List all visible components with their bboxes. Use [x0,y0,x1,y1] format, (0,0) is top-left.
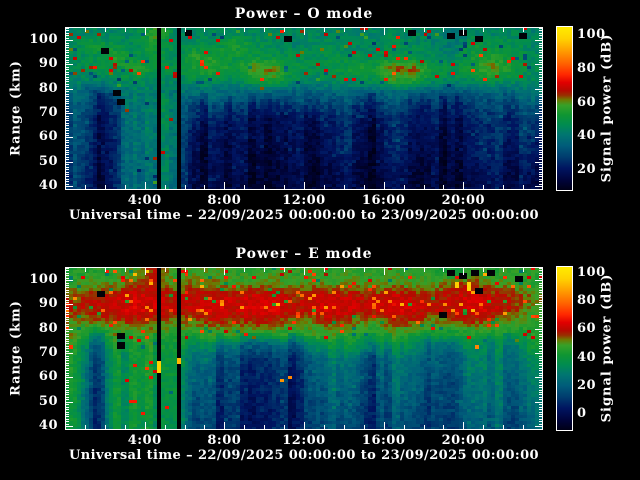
y-tick-label: 80 [38,320,58,336]
y-tick-label: 100 [29,272,58,288]
y-tick-label: 80 [38,80,58,96]
x-tick-label: 20:00 [441,433,486,448]
x-tick-label: 8:00 [207,193,242,208]
x-tick-label: 12:00 [282,433,326,448]
colorbar-tick-label: 100 [577,264,606,280]
colorbar-tick-label: 0 [577,406,587,422]
x-tick-label: 4:00 [127,193,162,208]
y-tick-label: 70 [38,105,58,121]
y-tick-label: 50 [38,153,58,169]
y-tick-label: 60 [38,129,58,145]
colorbar-tick-label: 80 [577,293,597,309]
x-tick-label: 8:00 [207,433,242,448]
e-mode-panel: Power – E mode Range (km) Signal power (… [0,240,640,480]
o-mode-panel: Power – O mode Range (km) Signal power (… [9,6,615,223]
colorbar-tick-label: 40 [577,349,597,365]
e-mode-colorbar [556,266,573,431]
o-mode-colorbar [556,26,573,191]
colorbar-tick-label: 60 [577,321,597,337]
x-axis-label: Universal time – 22/09/2025 00:00:00 to … [69,448,539,463]
colorbar-tick-label: 60 [577,94,597,110]
e-mode-heatmap [65,267,543,430]
y-tick-label: 60 [38,369,58,385]
colorbar-tick-label: 20 [577,161,597,177]
y-tick-label: 90 [38,56,58,72]
o-mode-heatmap [65,27,543,190]
x-tick-label: 20:00 [441,193,486,208]
panel-title-e: Power – E mode [235,246,373,262]
colorbar-tick-label: 40 [577,128,597,144]
y-tick-label: 40 [38,418,58,434]
x-tick-label: 16:00 [361,193,406,208]
y-tick-label: 70 [38,345,58,361]
y-tick-label: 50 [38,393,58,409]
x-tick-label: 16:00 [361,433,406,448]
colorbar-tick-label: 80 [577,61,597,76]
x-axis-label: Universal time – 22/09/2025 00:00:00 to … [69,208,539,223]
y-tick-label: 100 [29,32,58,48]
y-tick-label: 40 [38,178,58,194]
colorbar-tick-label: 20 [577,378,597,394]
colorbar-tick-label: 100 [577,27,606,43]
x-tick-label: 12:00 [282,193,326,208]
panel-title-o: Power – O mode [234,6,374,22]
y-tick-label: 90 [38,296,58,312]
x-tick-label: 4:00 [127,433,162,448]
